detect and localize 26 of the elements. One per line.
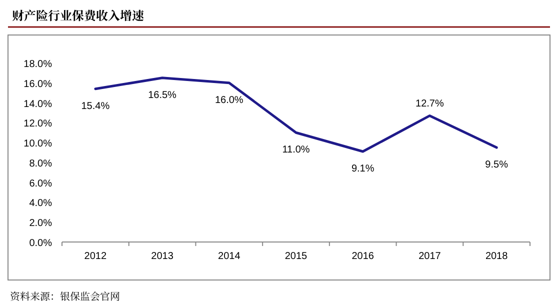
y-tick-label: 2.0%	[29, 218, 52, 230]
y-tick-label: 4.0%	[29, 198, 52, 210]
y-tick-label: 16.0%	[24, 78, 52, 90]
y-tick-label: 12.0%	[24, 118, 52, 130]
y-tick-label: 0.0%	[29, 238, 52, 249]
data-label: 11.0%	[282, 144, 310, 156]
x-tick-label: 2012	[84, 251, 107, 262]
y-tick-label: 10.0%	[24, 138, 52, 150]
x-tick-label: 2016	[352, 251, 374, 262]
data-label: 9.5%	[485, 160, 508, 171]
x-tick-label: 2015	[284, 251, 308, 262]
y-tick-label: 18.0%	[24, 59, 52, 70]
data-label: 9.1%	[351, 164, 374, 175]
x-tick-label: 2014	[218, 251, 241, 262]
y-tick-label: 6.0%	[29, 178, 52, 190]
x-tick-label: 2013	[151, 251, 174, 262]
data-label: 16.0%	[214, 94, 244, 106]
text: 资料来源：银保监会官网	[10, 288, 120, 303]
data-label: 16.5%	[148, 90, 177, 101]
chart-title: 财产险行业保费收入增速	[12, 7, 145, 24]
x-tick-label: 2018	[485, 251, 508, 262]
data-label: 12.7%	[416, 98, 444, 110]
x-tick-label: 2017	[418, 251, 442, 262]
data-label: 15.4%	[81, 100, 110, 112]
y-tick-label: 8.0%	[29, 158, 52, 170]
y-tick-label: 14.0%	[24, 98, 52, 110]
